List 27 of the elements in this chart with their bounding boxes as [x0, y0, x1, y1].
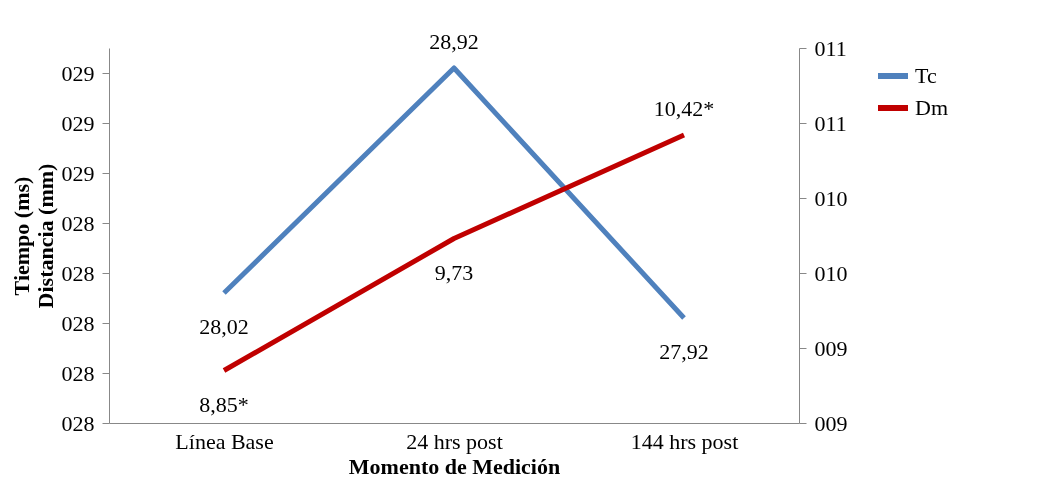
data-label: 10,42* [653, 96, 715, 121]
x-tick-label: 24 hrs post [406, 428, 503, 454]
data-label: 8,85* [199, 391, 249, 417]
y-tick-label: 028 [61, 260, 95, 286]
x-axis-title: Momento de Medición [348, 453, 561, 479]
y2-tick-label: 010 [814, 260, 848, 286]
x-tick-label: Línea Base [175, 428, 274, 454]
y-tick-label: 028 [61, 310, 95, 336]
data-label: 27,92 [659, 339, 709, 364]
x-tick-label: 144 hrs post [630, 428, 739, 454]
data-label: 28,02 [199, 314, 249, 339]
y-axis-title: Tiempo (ms) Distancia (mm) [8, 163, 58, 309]
y-tick-label: 029 [61, 160, 95, 186]
legend-label: Tc [915, 63, 937, 88]
y2-tick-label: 011 [814, 35, 847, 61]
y-tick-label: 028 [61, 410, 95, 436]
y2-tick-label: 009 [814, 410, 848, 436]
legend-label: Dm [915, 95, 948, 120]
y2-tick-label: 010 [814, 185, 848, 211]
y2-tick-label: 011 [814, 110, 847, 136]
y-tick-label: 029 [61, 110, 95, 136]
data-label: 9,73 [434, 259, 474, 285]
y2-tick-label: 009 [814, 335, 848, 361]
data-label: 28,92 [429, 29, 479, 54]
y-tick-label: 028 [61, 360, 95, 386]
y-tick-label: 028 [61, 210, 95, 236]
y-tick-label: 029 [61, 60, 95, 86]
